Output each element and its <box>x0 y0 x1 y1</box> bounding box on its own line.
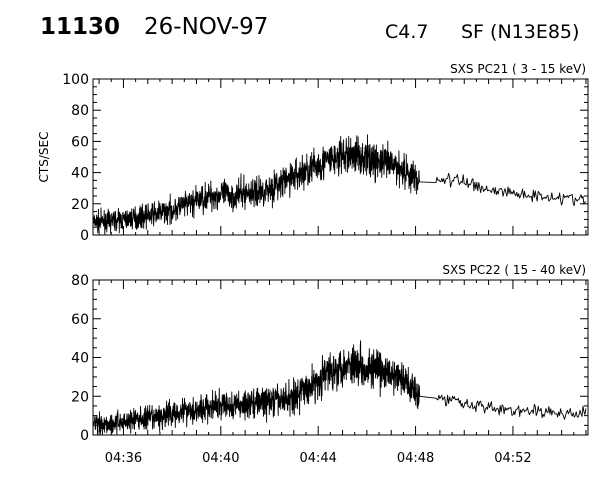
y-tick-label: 20 <box>71 389 89 405</box>
panel-1: SXS PC21 ( 3 - 15 keV) CTS/SEC 0 20 40 60 80 10… <box>37 62 589 244</box>
y-tick-label: 60 <box>71 134 89 150</box>
panel-title: SXS PC22 ( 15 - 40 keV) <box>442 263 586 277</box>
event-number: 11130 <box>40 14 121 40</box>
x-tick-label: 04:52 <box>494 451 531 466</box>
y-tick-label: 60 <box>71 312 89 328</box>
panel-title: SXS PC21 ( 3 - 15 keV) <box>450 62 586 76</box>
flare-location: SF (N13E85) <box>461 21 580 43</box>
event-date: 26-NOV-97 <box>144 14 269 40</box>
flare-class: C4.7 <box>385 21 429 43</box>
y-tick-label: 0 <box>80 228 89 244</box>
y-axis-label: CTS/SEC <box>37 132 51 183</box>
y-tick-label: 40 <box>71 351 89 367</box>
x-tick-label: 04:48 <box>397 451 434 466</box>
y-tick-label: 20 <box>71 197 89 213</box>
panel-2: SXS PC22 ( 15 - 40 keV) 0 20 40 60 80 04:36 04:… <box>71 263 589 466</box>
x-tick-label: 04:44 <box>299 451 336 466</box>
y-tick-label: 40 <box>71 166 89 182</box>
y-tick-label: 0 <box>80 428 89 444</box>
y-tick-label: 80 <box>71 103 89 119</box>
x-tick-label: 04:40 <box>202 451 239 466</box>
series-line-1 <box>92 134 587 235</box>
y-tick-label: 80 <box>71 273 89 289</box>
y-tick-label: 100 <box>62 72 89 88</box>
series-line-1 <box>92 340 587 435</box>
x-tick-label: 04:36 <box>105 451 142 466</box>
